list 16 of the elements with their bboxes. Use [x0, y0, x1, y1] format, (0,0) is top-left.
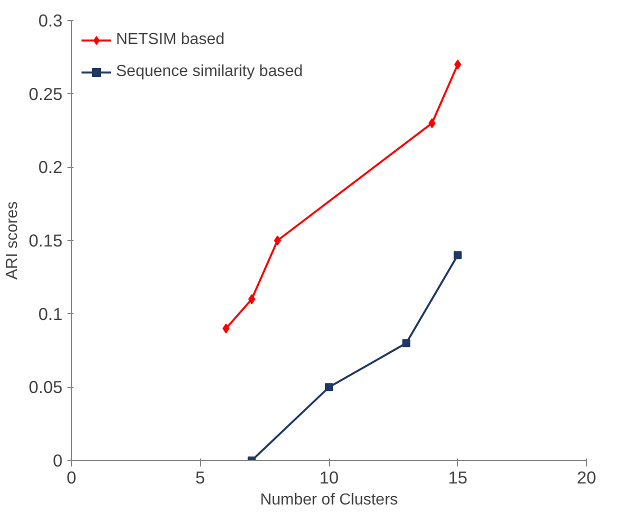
- x-axis-title: Number of Clusters: [260, 492, 398, 508]
- x-tick-label: 15: [448, 468, 468, 488]
- y-tick-label: 0: [52, 450, 63, 470]
- x-tick-label: 0: [66, 468, 76, 488]
- legend-label: NETSIM based: [116, 31, 224, 49]
- x-tick-label: 20: [576, 468, 596, 488]
- x-tick-label: 5: [195, 468, 206, 488]
- y-tick-label: 0.15: [28, 230, 63, 250]
- y-tick-label: 0.2: [38, 157, 63, 178]
- y-axis-title: ARI scores: [4, 201, 21, 280]
- y-tick-label: 0.05: [28, 377, 63, 398]
- x-tick-label: 10: [319, 468, 339, 488]
- y-tick-label: 0.3: [38, 10, 63, 30]
- y-tick-label: 0.1: [38, 304, 63, 324]
- legend-label: Sequence similarity based: [116, 63, 303, 81]
- y-tick-label: 0.25: [28, 84, 63, 104]
